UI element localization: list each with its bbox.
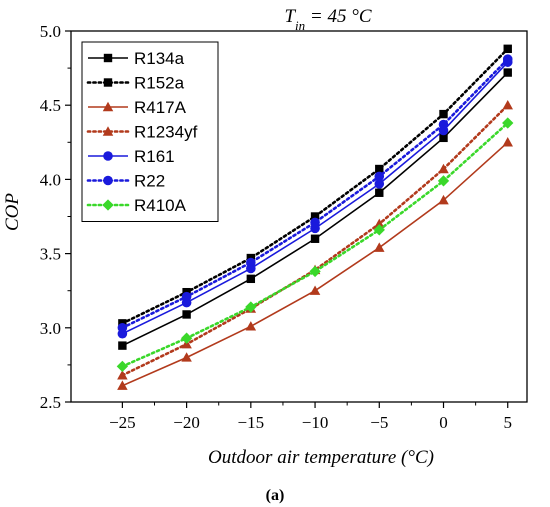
data-point: [374, 218, 385, 229]
data-point: [502, 117, 514, 129]
data-point: [374, 171, 385, 182]
data-point: [375, 164, 384, 174]
y-axis: 2.5 3.0 3.5 4.0 4.5 5.0: [40, 22, 71, 412]
y-tick-label: 3.0: [40, 319, 61, 338]
legend-marker: [103, 151, 113, 161]
data-point: [439, 133, 448, 143]
x-tick-label: −20: [173, 413, 200, 432]
legend-item: R161: [88, 147, 175, 166]
data-point: [438, 119, 449, 130]
series-r417a: [117, 137, 513, 390]
x-tick-label: 0: [439, 413, 448, 432]
legend-box: [81, 41, 219, 222]
legend: R134a R152a R417A R1234yf R161 R22 R410A: [81, 41, 219, 222]
data-point: [438, 163, 449, 174]
legend-marker: [102, 126, 114, 136]
y-axis-label: COP: [2, 193, 23, 231]
data-point: [439, 109, 448, 119]
series-r134a: [118, 68, 512, 350]
legend-label: R417A: [134, 98, 187, 117]
legend-marker: [103, 78, 113, 87]
legend-marker: [102, 101, 114, 112]
data-point: [503, 44, 512, 54]
data-point: [374, 242, 385, 252]
data-point: [181, 352, 192, 362]
legend-label: R152a: [134, 74, 185, 93]
x-tick-label: 5: [503, 413, 512, 432]
legend-label: R410A: [134, 196, 187, 215]
series-layer: [116, 44, 514, 390]
data-point: [375, 188, 384, 197]
legend-label: R161: [134, 147, 175, 166]
y-tick-label: 2.5: [40, 393, 61, 412]
data-point: [245, 301, 257, 313]
legend-label: R134a: [134, 49, 185, 68]
legend-marker: [102, 199, 114, 211]
data-point: [246, 274, 256, 284]
data-point: [373, 224, 385, 236]
legend-marker: [103, 53, 113, 63]
x-tick-label: −25: [109, 413, 136, 432]
data-point: [117, 380, 128, 390]
data-point: [182, 310, 191, 319]
legend-label: R1234yf: [134, 123, 198, 142]
y-tick-label: 3.5: [40, 245, 61, 264]
x-tick-label: −5: [370, 413, 388, 432]
data-point: [310, 234, 320, 243]
legend-item: R134a: [88, 49, 185, 68]
legend-item: R152a: [86, 74, 185, 93]
title-subscript: in: [295, 18, 305, 33]
data-point: [245, 321, 257, 331]
legend-item: R410A: [86, 196, 187, 215]
data-point: [374, 179, 385, 189]
y-tick-label: 4.0: [40, 170, 61, 189]
legend-marker: [103, 175, 113, 186]
data-point: [503, 68, 512, 77]
data-point: [438, 194, 449, 205]
legend-item: R22: [86, 172, 165, 191]
data-point: [502, 54, 513, 64]
data-point: [502, 99, 513, 110]
figure-caption: (a): [266, 487, 285, 504]
x-tick-label: −10: [302, 413, 329, 432]
data-point: [310, 217, 320, 228]
data-point: [118, 341, 127, 350]
chart-title: Tin = 45 °C: [284, 6, 371, 33]
legend-item: R1234yf: [86, 123, 198, 142]
data-point: [117, 370, 128, 380]
data-point: [310, 212, 320, 221]
data-point: [181, 291, 192, 302]
data-point: [437, 175, 450, 187]
legend-item: R417A: [88, 98, 187, 117]
series-r410a: [116, 117, 514, 373]
data-point: [309, 265, 321, 278]
data-point: [116, 360, 129, 373]
title-prefix: T: [284, 6, 296, 27]
data-point: [117, 323, 128, 333]
y-tick-label: 5.0: [40, 22, 61, 41]
x-tick-label: −15: [238, 413, 265, 432]
data-point: [246, 257, 256, 268]
legend-label: R22: [134, 172, 165, 191]
data-point: [180, 332, 193, 344]
data-point: [309, 285, 321, 295]
x-axis: −25 −20 −15 −10 −5 0 5: [109, 402, 512, 432]
x-axis-label: Outdoor air temperature (°C): [208, 447, 434, 468]
data-point: [502, 137, 513, 147]
title-suffix: = 45 °C: [305, 6, 372, 27]
series-r22: [117, 54, 513, 333]
y-tick-label: 4.5: [40, 96, 61, 115]
